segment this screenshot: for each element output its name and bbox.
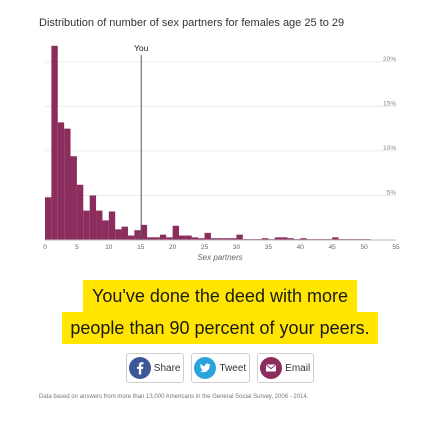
facebook-icon: [128, 357, 151, 379]
data-source-footnote: Data based on answers from more than 13,…: [39, 394, 309, 400]
histogram-bar: [179, 235, 186, 240]
histogram-bar: [210, 238, 218, 240]
histogram-chart: 5% 10% 15% 20% 0 5 10 15 20 25 30 35 40 45 50 55 You: [43, 43, 400, 251]
histogram-bar: [76, 184, 84, 240]
histogram-bar: [121, 226, 128, 240]
histogram-bar: [166, 237, 173, 240]
histogram-bar: [127, 235, 135, 240]
y-tick-label: 20%: [383, 56, 396, 63]
histogram-bar: [108, 211, 116, 240]
histogram-bar: [134, 230, 141, 240]
histogram-bar: [261, 238, 269, 240]
histogram-bar: [140, 224, 148, 240]
histogram-bar: [57, 122, 65, 240]
histogram-bar: [287, 238, 294, 240]
histogram-bar: [172, 225, 180, 240]
histogram-bar: [70, 156, 77, 240]
x-tick-label: 20: [169, 244, 177, 251]
histogram-bar: [230, 238, 237, 240]
histogram-bar: [102, 220, 109, 240]
facebook-share-label: Share: [153, 362, 181, 374]
histogram-bar: [198, 238, 205, 240]
histogram-bar: [217, 238, 224, 240]
histogram-bar: [153, 237, 160, 240]
histogram-bar: [45, 197, 52, 240]
y-tick-label: 5%: [387, 189, 397, 196]
x-tick-label: 10: [105, 244, 113, 251]
histogram-bar: [147, 237, 154, 240]
x-tick-label: 40: [297, 244, 305, 251]
x-tick-label: 55: [392, 244, 400, 251]
twitter-share-button[interactable]: Tweet: [191, 353, 251, 383]
histogram-bar: [236, 234, 243, 240]
histogram-bar: [204, 232, 211, 240]
chart-title: Distribution of number of sex partners f…: [39, 17, 345, 29]
result-banner: You've done the deed with more people th…: [0, 280, 440, 344]
x-tick-label: 35: [265, 244, 273, 251]
histogram-bar: [332, 237, 339, 240]
histogram-bar: [300, 238, 307, 240]
result-banner-line-1: You've done the deed with more: [83, 280, 357, 312]
x-tick-label: 30: [233, 244, 241, 251]
facebook-share-button[interactable]: Share: [125, 353, 185, 383]
histogram-bar: [274, 237, 282, 240]
x-axis-label: Sex partners: [197, 253, 243, 262]
histogram-bar: [51, 45, 58, 241]
y-tick-label: 15%: [383, 100, 396, 107]
email-share-button[interactable]: Email: [257, 353, 315, 383]
histogram-bar: [223, 238, 231, 240]
twitter-share-label: Tweet: [219, 362, 247, 374]
you-marker-label: You: [134, 43, 149, 53]
share-buttons: Share Tweet Email: [0, 353, 440, 383]
histogram-bar: [281, 237, 288, 240]
x-tick-label: 0: [43, 244, 47, 251]
histogram-bar: [159, 234, 167, 240]
histogram-bar: [96, 210, 103, 240]
x-tick-label: 15: [137, 244, 145, 251]
histogram-bar: [83, 210, 90, 240]
histogram-bar: [89, 195, 97, 240]
email-share-label: Email: [285, 362, 311, 374]
histogram-bar: [115, 229, 122, 240]
histogram-bar: [191, 237, 199, 240]
x-tick-label: 50: [360, 244, 368, 251]
histogram-bar: [185, 235, 192, 240]
x-tick-label: 5: [75, 244, 79, 251]
email-icon: [260, 357, 283, 379]
result-banner-line-2: people than 90 percent of your peers.: [62, 312, 378, 344]
histogram-bar: [64, 128, 71, 240]
twitter-icon: [194, 357, 217, 379]
x-tick-label: 45: [329, 244, 337, 251]
x-tick-label: 25: [201, 244, 209, 251]
y-tick-label: 10%: [383, 145, 396, 152]
